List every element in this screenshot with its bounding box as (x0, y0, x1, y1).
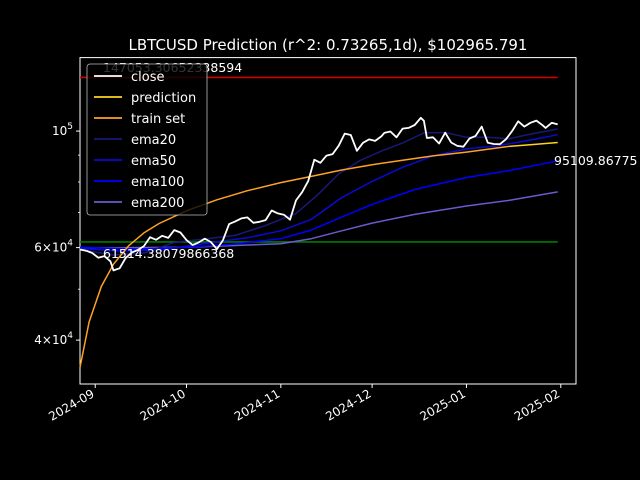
legend: close prediction train set ema20 ema50 ema100… (86, 63, 208, 216)
y-axis: 4×104 6×104 105 (34, 122, 80, 347)
series-line-ema50 (79, 134, 558, 252)
y-tick-label: 6×104 (34, 239, 73, 255)
series-line-prediction (509, 141, 558, 148)
series-line-close (79, 116, 558, 272)
annotation-prediction-end: 95109.86775 (554, 153, 638, 168)
legend-label: ema20 (131, 133, 176, 148)
legend-label: close (131, 70, 164, 85)
legend-label: train set (131, 112, 185, 127)
legend-box (86, 63, 208, 216)
chart-title: LBTCUSD Prediction (r^2: 0.73265,1d), $1… (129, 36, 528, 54)
series-line-ema20 (79, 128, 558, 256)
y-tick-label: 4×104 (34, 331, 73, 347)
legend-label: prediction (131, 91, 196, 106)
plot-frame (79, 57, 577, 385)
annotation-lower: 61514.38079866368 (103, 246, 234, 261)
series-line-train-set (79, 145, 510, 368)
legend-label: ema200 (131, 196, 184, 211)
legend-label: ema50 (131, 154, 176, 169)
legend-label: ema100 (131, 175, 184, 190)
y-tick-label: 105 (52, 122, 73, 138)
series-layer (79, 116, 558, 368)
